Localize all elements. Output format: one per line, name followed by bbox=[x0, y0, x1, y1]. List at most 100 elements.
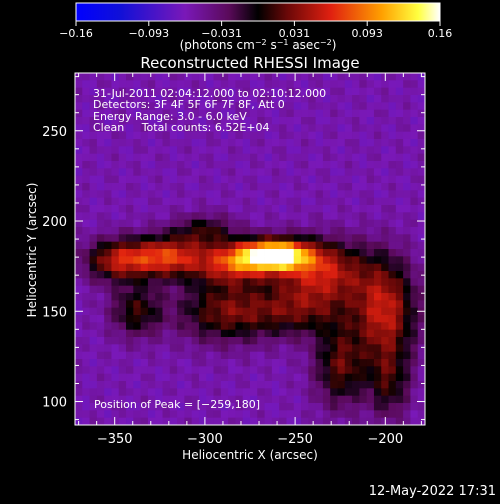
heatmap-cell bbox=[388, 212, 397, 221]
heatmap-cell bbox=[257, 249, 265, 257]
heatmap-cell bbox=[162, 344, 171, 353]
heatmap-cell bbox=[155, 190, 163, 199]
heatmap-cell bbox=[235, 205, 244, 213]
heatmap-cell bbox=[366, 322, 375, 331]
heatmap-cell bbox=[352, 366, 360, 375]
heatmap-cell bbox=[191, 205, 200, 213]
heatmap-cell bbox=[133, 395, 142, 404]
heatmap-cell bbox=[169, 256, 178, 265]
heatmap-cell bbox=[359, 351, 368, 360]
heatmap-cell bbox=[279, 153, 287, 162]
heatmap-cell bbox=[75, 285, 83, 294]
heatmap-cell bbox=[126, 410, 134, 419]
heatmap-cell bbox=[352, 307, 360, 316]
heatmap-cell bbox=[388, 234, 397, 243]
heatmap-cell bbox=[111, 271, 120, 279]
heatmap-cell bbox=[191, 417, 200, 426]
heatmap-cell bbox=[147, 344, 156, 353]
heatmap-cell bbox=[352, 322, 360, 331]
heatmap-cell bbox=[235, 95, 244, 103]
heatmap-cell bbox=[198, 300, 207, 309]
heatmap-cell bbox=[257, 109, 265, 118]
heatmap-cell bbox=[373, 307, 382, 316]
heatmap-cell bbox=[344, 388, 353, 397]
heatmap-cell bbox=[96, 80, 105, 89]
heatmap-cell bbox=[257, 139, 265, 147]
heatmap-cell bbox=[220, 344, 229, 353]
heatmap-cell bbox=[330, 403, 338, 411]
heatmap-cell bbox=[417, 359, 426, 367]
heatmap-cell bbox=[184, 395, 193, 404]
heatmap-cell bbox=[89, 212, 98, 221]
heatmap-cell bbox=[213, 175, 222, 184]
heatmap-cell bbox=[344, 73, 353, 81]
heatmap-cell bbox=[315, 329, 324, 338]
heatmap-cell bbox=[271, 351, 280, 360]
heatmap-cell bbox=[410, 344, 419, 353]
heatmap-cell bbox=[395, 73, 404, 81]
heatmap-cell bbox=[169, 359, 178, 367]
heatmap-cell bbox=[111, 168, 120, 177]
heatmap-cell bbox=[301, 139, 309, 147]
heatmap-cell bbox=[177, 227, 185, 235]
heatmap-cell bbox=[242, 190, 251, 199]
heatmap-cell bbox=[89, 315, 98, 323]
heatmap-cell bbox=[228, 417, 236, 426]
heatmap-cell bbox=[344, 403, 353, 411]
heatmap-cell bbox=[352, 131, 360, 140]
heatmap-cell bbox=[315, 190, 324, 199]
heatmap-cell bbox=[111, 124, 120, 133]
heatmap-cell bbox=[410, 337, 419, 345]
heatmap-cell bbox=[344, 300, 353, 309]
heatmap-cell bbox=[162, 249, 171, 257]
heatmap-cell bbox=[220, 234, 229, 243]
heatmap-cell bbox=[96, 307, 105, 316]
heatmap-cell bbox=[257, 241, 265, 250]
heatmap-cell bbox=[147, 256, 156, 265]
heatmap-cell bbox=[162, 373, 171, 382]
heatmap-cell bbox=[235, 307, 244, 316]
heatmap-cell bbox=[118, 109, 127, 118]
heatmap-cell bbox=[177, 197, 185, 206]
heatmap-cell bbox=[126, 395, 134, 404]
heatmap-cell bbox=[169, 234, 178, 243]
heatmap-cell bbox=[82, 219, 90, 228]
heatmap-cell bbox=[344, 131, 353, 140]
heatmap-cell bbox=[242, 249, 251, 257]
heatmap-cell bbox=[169, 124, 178, 133]
heatmap-cell bbox=[133, 153, 142, 162]
heatmap-cell bbox=[213, 285, 222, 294]
heatmap-cell bbox=[169, 366, 178, 375]
heatmap-cell bbox=[118, 410, 127, 419]
heatmap-cell bbox=[96, 205, 105, 213]
heatmap-cell bbox=[133, 95, 142, 103]
heatmap-cell bbox=[373, 241, 382, 250]
heatmap-cell bbox=[344, 256, 353, 265]
heatmap-cell bbox=[235, 315, 244, 323]
heatmap-cell bbox=[337, 329, 346, 338]
heatmap-cell bbox=[395, 124, 404, 133]
heatmap-cell bbox=[381, 403, 389, 411]
heatmap-cell bbox=[96, 388, 105, 397]
heatmap-cell bbox=[293, 205, 302, 213]
heatmap-cell bbox=[308, 139, 317, 147]
heatmap-cell bbox=[140, 205, 149, 213]
heatmap-cell bbox=[133, 271, 142, 279]
heatmap-cell bbox=[75, 146, 83, 155]
heatmap-cell bbox=[228, 322, 236, 331]
heatmap-cell bbox=[242, 329, 251, 338]
heatmap-cell bbox=[322, 87, 331, 96]
heatmap-cell bbox=[308, 366, 317, 375]
heatmap-cell bbox=[155, 241, 163, 250]
heatmap-cell bbox=[271, 87, 280, 96]
heatmap-cell bbox=[191, 307, 200, 316]
heatmap-cell bbox=[228, 366, 236, 375]
heatmap-cell bbox=[410, 417, 419, 426]
heatmap-cell bbox=[206, 205, 214, 213]
heatmap-cell bbox=[104, 410, 112, 419]
heatmap-cell bbox=[147, 410, 156, 419]
heatmap-cell bbox=[410, 329, 419, 338]
heatmap-cell bbox=[177, 212, 185, 221]
heatmap-cell bbox=[315, 124, 324, 133]
heatmap-cell bbox=[403, 95, 411, 103]
